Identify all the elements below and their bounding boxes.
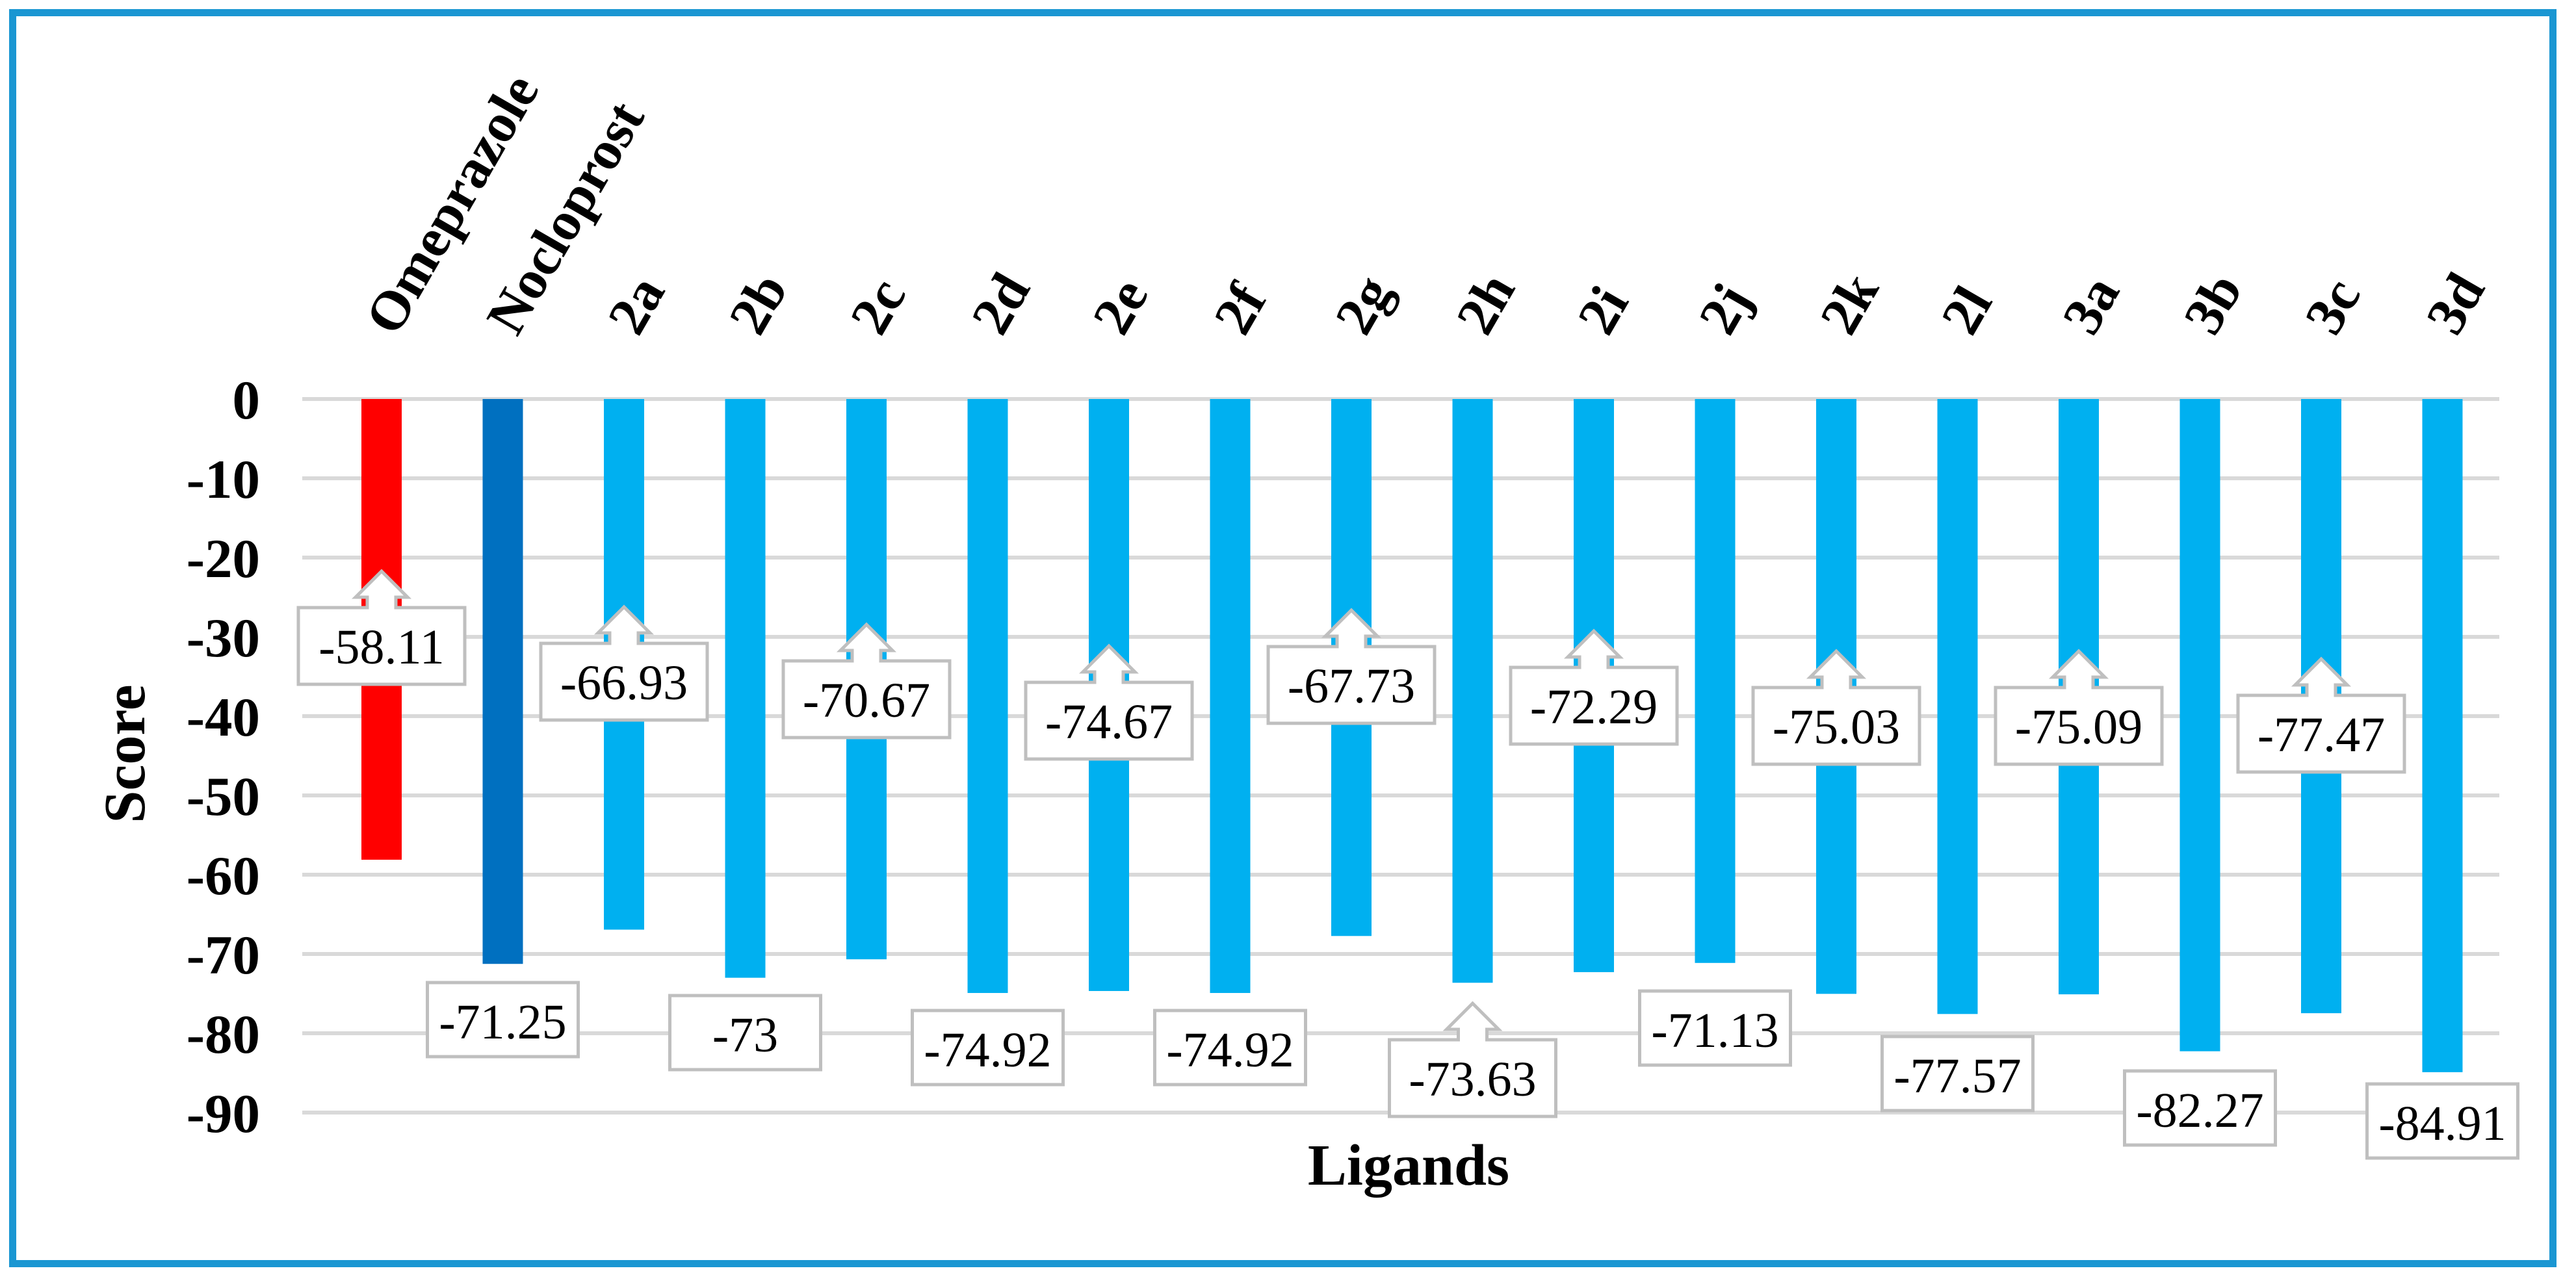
data-label: -82.27 [2123, 1069, 2277, 1147]
callout-box [1509, 628, 1679, 746]
data-label-text: -71.25 [439, 995, 566, 1050]
bar [482, 399, 523, 964]
category-label: 3a [2051, 266, 2131, 344]
callout-box [1266, 608, 1437, 725]
data-label-text: -74.92 [924, 1023, 1051, 1077]
y-tick-label: -10 [187, 449, 260, 510]
y-tick-label: -60 [187, 845, 260, 907]
y-tick-label: -70 [187, 925, 260, 986]
data-label-text: -74.67 [1045, 695, 1173, 749]
data-label-text: -70.67 [803, 673, 930, 728]
category-label: 2d [960, 263, 1042, 344]
bar [967, 399, 1008, 994]
data-label: -70.67 [781, 622, 952, 740]
category-label: 2a [596, 266, 677, 344]
data-label-text: -77.47 [2257, 708, 2385, 762]
data-label-text: -73 [712, 1008, 778, 1063]
data-label: -84.91 [2365, 1082, 2519, 1160]
y-tick-label: 0 [233, 370, 261, 431]
data-label-text: -71.13 [1651, 1003, 1778, 1058]
data-label-text: -84.91 [2378, 1096, 2506, 1151]
data-label: -74.92 [1153, 1009, 1307, 1087]
data-label-text: -75.09 [2015, 700, 2142, 754]
data-label-text: -58.11 [319, 620, 445, 675]
category-label: 3b [2172, 263, 2254, 344]
data-label-text: -67.73 [1288, 659, 1415, 714]
label-box [668, 994, 822, 1072]
data-label: -58.11 [296, 569, 467, 686]
category-label: 2h [1445, 263, 1527, 344]
data-label: -67.73 [1266, 608, 1437, 725]
category-label: 2f [1203, 273, 1279, 344]
data-label-text: -74.92 [1166, 1023, 1294, 1077]
y-tick-label: -30 [187, 608, 260, 669]
bar [1210, 399, 1251, 994]
callout-box [781, 622, 952, 740]
category-label: 2k [1808, 263, 1891, 344]
label-box [1153, 1009, 1307, 1087]
callout-box [2236, 656, 2406, 774]
category-label: 2l [1930, 276, 2004, 344]
category-label: 2g [1323, 266, 1404, 344]
bar [2422, 399, 2463, 1072]
y-tick-label: -20 [187, 528, 260, 589]
data-label: -75.03 [1751, 649, 1921, 766]
bar [1937, 399, 1978, 1014]
category-label: 2b [718, 263, 800, 344]
data-label: -73 [668, 994, 822, 1072]
y-tick-label: -80 [187, 1004, 260, 1065]
y-tick-label: -40 [187, 687, 260, 748]
label-box [911, 1009, 1065, 1087]
data-label-text: -72.29 [1530, 680, 1658, 734]
callout-box [539, 604, 709, 722]
category-label: 3c [2293, 268, 2373, 344]
data-label: -74.67 [1024, 643, 1194, 761]
bar [1452, 399, 1493, 983]
category-label: 2c [839, 268, 918, 344]
data-label: -77.57 [1880, 1035, 2035, 1113]
callout-box [1024, 643, 1194, 761]
data-label: -77.47 [2236, 656, 2406, 774]
data-label-text: -73.63 [1409, 1052, 1536, 1107]
callout-box [1751, 649, 1921, 766]
label-box [1880, 1035, 2035, 1113]
y-axis-title: Score [93, 684, 157, 823]
label-box [2123, 1069, 2277, 1147]
data-label: -66.93 [539, 604, 709, 722]
data-label-text: -77.57 [1893, 1049, 2021, 1103]
chart-frame [9, 9, 2556, 1267]
bar [725, 399, 766, 978]
data-labels: -58.11 -71.25 -66.93 -73 -70.67 -74.92 -74.67 -… [296, 569, 2519, 1160]
data-label: -73.63 [1388, 1001, 1557, 1118]
y-tick-label: -90 [187, 1083, 260, 1144]
data-label: -72.29 [1509, 628, 1679, 746]
category-label: 2e [1081, 268, 1160, 344]
category-label: 2j [1687, 274, 1763, 344]
callout-box [1994, 649, 2164, 766]
label-box [2365, 1082, 2519, 1160]
y-tick-label: -50 [187, 766, 260, 827]
bar [1695, 399, 1736, 963]
data-label: -74.92 [911, 1009, 1065, 1087]
callout-box [1388, 1001, 1557, 1118]
bar [2179, 399, 2220, 1051]
callout-box [296, 569, 467, 686]
y-tick-labels: 0 -10 -20 -30 -40 -50 -60 -70 -80 -90 [187, 370, 260, 1144]
data-label: -71.13 [1638, 989, 1792, 1067]
data-label-text: -66.93 [560, 656, 688, 710]
category-label: 3d [2415, 263, 2497, 344]
category-label: 2i [1566, 276, 1640, 344]
data-label-text: -75.03 [1773, 700, 1900, 754]
data-label-text: -82.27 [2136, 1083, 2263, 1138]
label-box [426, 981, 580, 1059]
x-axis-title: Ligands [1308, 1133, 1509, 1198]
label-box [1638, 989, 1792, 1067]
data-label: -71.25 [426, 981, 580, 1059]
data-label: -75.09 [1994, 649, 2164, 766]
